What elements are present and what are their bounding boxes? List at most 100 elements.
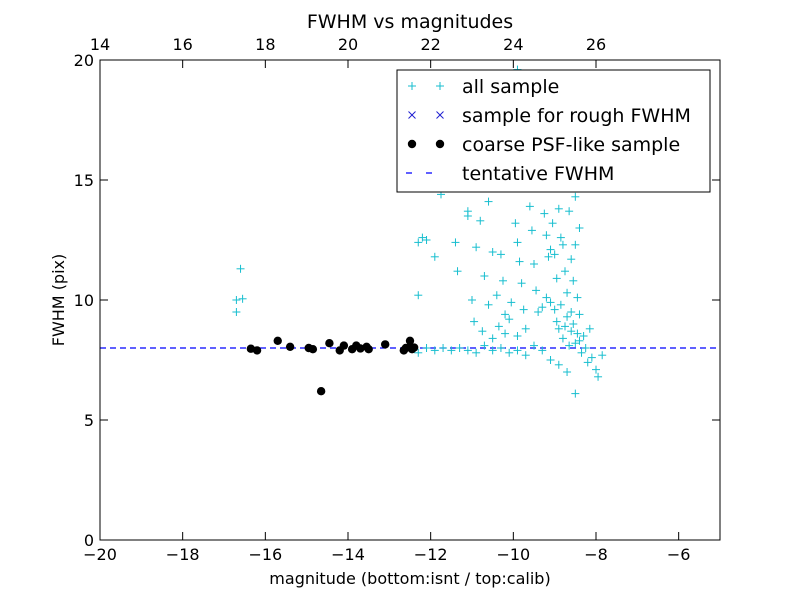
all-sample-point bbox=[546, 245, 555, 254]
all-sample-point bbox=[538, 303, 547, 312]
all-sample-point bbox=[238, 294, 247, 303]
all-sample-point bbox=[472, 348, 481, 357]
psf-sample-point bbox=[405, 336, 415, 345]
all-sample-point bbox=[513, 346, 522, 355]
all-sample-point bbox=[558, 334, 567, 343]
all-sample-point bbox=[592, 365, 600, 374]
legend-plus-icon bbox=[408, 82, 416, 90]
x-axis-label: magnitude (bottom:isnt / top:calib) bbox=[269, 569, 550, 588]
x-tick-label: −18 bbox=[166, 545, 200, 564]
psf-sample-point bbox=[273, 336, 282, 345]
all-sample-point bbox=[550, 250, 559, 259]
all-sample-point bbox=[480, 272, 489, 280]
all-sample-point bbox=[430, 346, 439, 355]
all-sample-point bbox=[422, 236, 431, 244]
all-sample-point bbox=[587, 353, 596, 362]
all-sample-point bbox=[414, 348, 423, 357]
all-sample-point bbox=[556, 233, 565, 242]
all-sample-point bbox=[571, 339, 580, 348]
all-sample-point bbox=[598, 351, 607, 360]
x-tick-label: −6 bbox=[667, 545, 691, 564]
all-sample-point bbox=[484, 197, 493, 206]
all-sample-point bbox=[513, 238, 522, 247]
all-sample-point bbox=[538, 346, 547, 355]
all-sample-point bbox=[548, 219, 557, 228]
legend-dot-icon bbox=[407, 139, 417, 149]
all-sample-point bbox=[567, 255, 576, 264]
all-sample-point bbox=[534, 308, 543, 316]
x-b bbox=[436, 111, 444, 119]
y-tick-label: 5 bbox=[84, 411, 94, 430]
all-sample-point bbox=[571, 240, 580, 249]
top-tick-label: 24 bbox=[503, 35, 523, 54]
all-sample-point bbox=[552, 274, 561, 283]
y-tick-label: 15 bbox=[74, 171, 94, 190]
all-sample-point bbox=[447, 346, 456, 355]
all-sample-point bbox=[501, 310, 510, 319]
bottom-axis: −20 −18 −16 −14 −12 −10 −8 −6 bbox=[83, 532, 690, 564]
all-sample-point bbox=[544, 252, 553, 261]
all-sample-point bbox=[565, 341, 574, 350]
all-sample-point bbox=[418, 233, 427, 242]
all-sample-point bbox=[569, 276, 578, 285]
top-axis: 14 16 18 20 22 24 26 bbox=[90, 35, 606, 68]
all-sample-point bbox=[554, 360, 563, 369]
left-axis: 0 5 10 15 20 bbox=[74, 51, 720, 550]
all-sample-point bbox=[552, 317, 561, 326]
y-tick-label: 20 bbox=[74, 51, 94, 70]
legend-label: sample for rough FWHM bbox=[462, 105, 691, 127]
all-sample-point bbox=[468, 296, 476, 304]
all-sample-point bbox=[554, 324, 563, 333]
all-sample-point bbox=[567, 308, 576, 316]
legend-label: all sample bbox=[462, 76, 559, 98]
legend-label: tentative FWHM bbox=[462, 163, 614, 185]
all-sample-point bbox=[496, 344, 505, 352]
all-sample-point bbox=[496, 250, 505, 259]
all-sample-point bbox=[507, 298, 516, 307]
psf-sample-point bbox=[339, 341, 349, 350]
all-sample-point bbox=[494, 322, 503, 331]
chart-title: FWHM vs magnitudes bbox=[307, 11, 513, 33]
all-sample-point bbox=[546, 298, 555, 307]
all-sample-point bbox=[414, 238, 423, 247]
all-sample-point bbox=[439, 344, 448, 352]
x-tick-label: −20 bbox=[83, 545, 117, 564]
psf-sample-point bbox=[381, 340, 390, 349]
all-sample-point bbox=[579, 332, 588, 340]
all-sample-point bbox=[472, 243, 481, 252]
all-sample-point bbox=[573, 293, 582, 302]
top-tick-label: 20 bbox=[338, 35, 358, 54]
legend: all sample sample for rough FWHM coarse PS… bbox=[396, 69, 711, 193]
all-sample-point bbox=[571, 389, 580, 398]
psf-sample-point bbox=[308, 345, 318, 354]
psf-sample-point bbox=[285, 342, 295, 351]
top-tick-label: 16 bbox=[172, 35, 192, 54]
x-tick-label: −14 bbox=[331, 545, 365, 564]
all-sample-point bbox=[594, 372, 603, 381]
all-sample-point bbox=[577, 348, 586, 357]
marks-layer bbox=[100, 65, 720, 398]
all-sample-point bbox=[567, 327, 576, 336]
all-sample-point bbox=[476, 216, 485, 225]
all-sample-point bbox=[414, 291, 423, 300]
top-tick-label: 22 bbox=[420, 35, 440, 54]
all-sample-point bbox=[422, 344, 431, 352]
all-sample-point bbox=[575, 310, 584, 319]
top-tick-label: 14 bbox=[90, 35, 110, 54]
all-sample-point bbox=[558, 240, 567, 249]
top-tick-label: 26 bbox=[586, 35, 606, 54]
all-sample-point bbox=[511, 219, 520, 228]
all-sample-point bbox=[451, 238, 460, 247]
all-sample-point bbox=[463, 346, 472, 355]
all-sample-point bbox=[575, 224, 584, 232]
legend-label: coarse PSF-like sample bbox=[462, 134, 680, 156]
series-coarse-psf-like-sample bbox=[246, 336, 419, 396]
all-sample-point bbox=[583, 358, 592, 367]
psf-sample-point bbox=[364, 345, 373, 354]
all-sample-point bbox=[563, 288, 572, 297]
psf-sample-point bbox=[325, 339, 334, 348]
psf-sample-point bbox=[252, 346, 262, 355]
all-sample-point bbox=[517, 279, 526, 288]
all-sample-point bbox=[488, 334, 497, 343]
